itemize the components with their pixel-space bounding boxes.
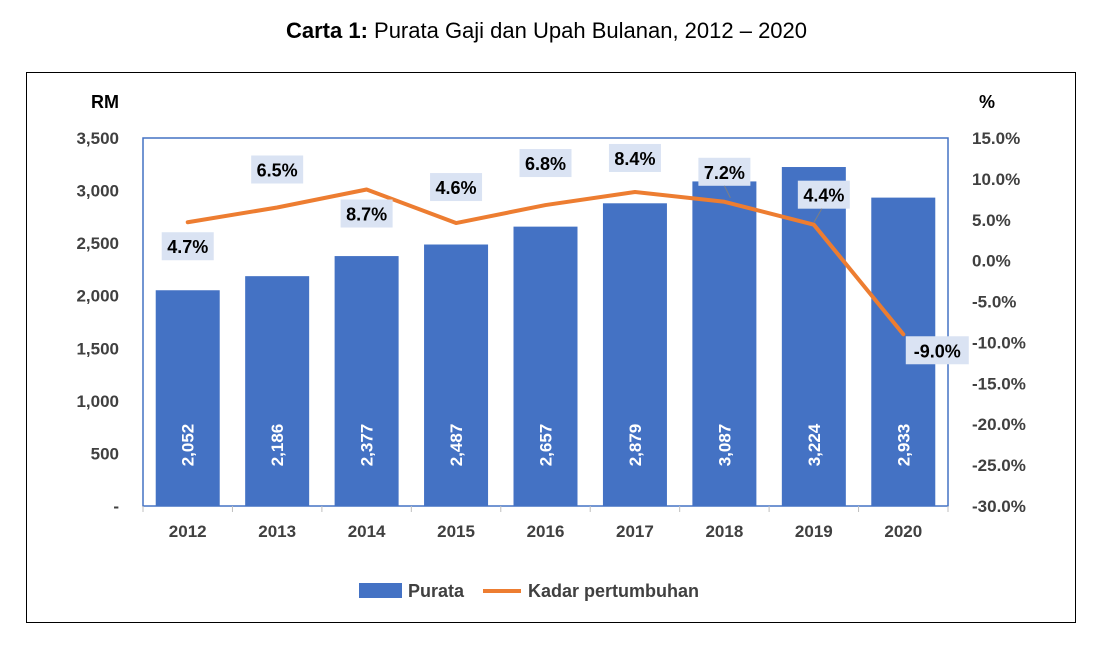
growth-label-box — [251, 155, 304, 184]
bar-value-label: 2,186 — [268, 424, 287, 467]
right-axis-tick-label: 15.0% — [972, 129, 1020, 148]
x-axis-tick-label: 2012 — [169, 522, 207, 541]
x-axis-tick-label: 2018 — [705, 522, 743, 541]
growth-label: 7.2% — [704, 163, 745, 183]
bar-value-label: 2,377 — [358, 424, 377, 467]
right-axis-tick-label: -5.0% — [972, 293, 1016, 312]
growth-line — [185, 187, 906, 337]
growth-label: 8.4% — [614, 149, 655, 169]
x-axis-tick-label: 2013 — [258, 522, 296, 541]
x-axis-tick-label: 2014 — [348, 522, 386, 541]
right-axis-tick-label: -25.0% — [972, 456, 1026, 475]
legend-label-bar: Purata — [408, 581, 465, 601]
bar-value-label: 3,087 — [715, 424, 734, 467]
growth-label-box — [905, 336, 969, 365]
chart-title-prefix: Carta 1: — [285, 18, 368, 43]
left-axis-tick-label: - — [113, 497, 119, 516]
right-axis-tick-label: -10.0% — [972, 333, 1026, 352]
bar-2012 — [155, 290, 220, 506]
legend-label-line: Kadar pertumbuhan — [528, 581, 699, 601]
x-axis-tick-label: 2017 — [616, 522, 654, 541]
chart-frame — [26, 72, 1076, 623]
growth-label: 6.8% — [525, 154, 566, 174]
bar-value-label: 2,487 — [447, 424, 466, 467]
growth-label-box — [698, 157, 751, 186]
growth-label: 4.6% — [436, 178, 477, 198]
growth-label: 4.7% — [167, 237, 208, 257]
right-axis-unit: % — [979, 92, 995, 112]
chart-title: Carta 1: Purata Gaji dan Upah Bulanan, 2… — [0, 18, 1093, 44]
right-axis-tick-label: 5.0% — [972, 211, 1011, 230]
bar-value-label: 2,933 — [894, 424, 913, 467]
right-axis-tick-label: -20.0% — [972, 415, 1026, 434]
growth-label-box — [797, 180, 850, 209]
left-axis-tick-label: 1,000 — [76, 392, 119, 411]
growth-label-box — [430, 173, 483, 202]
right-axis-tick-label: -30.0% — [972, 497, 1026, 516]
growth-label-box — [340, 199, 393, 228]
bar-2016 — [513, 226, 578, 506]
bar-value-label: 2,052 — [179, 424, 198, 467]
x-axis-tick-label: 2016 — [527, 522, 565, 541]
bar-2015 — [424, 244, 489, 507]
bar-2014 — [334, 256, 399, 506]
right-axis-tick-label: -15.0% — [972, 374, 1026, 393]
growth-label: 4.4% — [803, 186, 844, 206]
legend-swatch-bar — [359, 583, 402, 598]
bar-2017 — [602, 203, 667, 507]
bar-value-label: 3,224 — [805, 423, 824, 466]
left-axis-unit: RM — [91, 92, 119, 112]
x-axis-tick-label: 2019 — [795, 522, 833, 541]
growth-label: -9.0% — [914, 341, 961, 361]
bar-2013 — [245, 276, 310, 506]
left-axis-tick-label: 2,000 — [76, 287, 119, 306]
left-axis-tick-label: 3,500 — [76, 129, 119, 148]
left-axis-tick-label: 500 — [91, 444, 119, 463]
left-axis-tick-label: 1,500 — [76, 339, 119, 358]
left-axis-tick-label: 3,000 — [76, 182, 119, 201]
growth-label: 6.5% — [257, 161, 298, 181]
bar-value-label: 2,879 — [626, 424, 645, 467]
leader-line — [813, 208, 823, 223]
x-axis-tick-label: 2015 — [437, 522, 475, 541]
growth-label-box — [519, 149, 572, 178]
growth-label-box — [608, 143, 661, 172]
leader-line — [723, 185, 731, 199]
chart-title-text: Purata Gaji dan Upah Bulanan, 2012 – 202… — [367, 18, 808, 43]
left-axis-tick-label: 2,500 — [76, 234, 119, 253]
bar-value-label: 2,657 — [537, 424, 556, 467]
growth-label: 8.7% — [346, 205, 387, 225]
right-axis-tick-label: 10.0% — [972, 170, 1020, 189]
bar-2018 — [692, 181, 757, 506]
x-axis-tick-label: 2020 — [884, 522, 922, 541]
right-axis-tick-label: 0.0% — [972, 252, 1011, 271]
growth-label-box — [161, 232, 214, 261]
